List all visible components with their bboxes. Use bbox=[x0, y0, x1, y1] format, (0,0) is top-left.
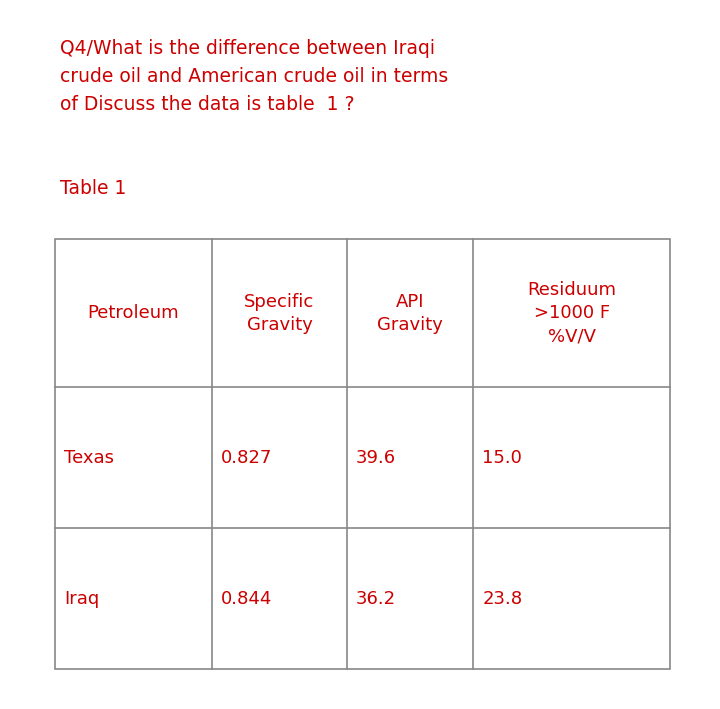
Text: Q4/What is the difference between Iraqi
crude oil and American crude oil in term: Q4/What is the difference between Iraqi … bbox=[60, 39, 449, 114]
Text: Texas: Texas bbox=[64, 449, 114, 467]
Text: Iraq: Iraq bbox=[64, 590, 99, 608]
Text: Residuum
>1000 F
%V/V: Residuum >1000 F %V/V bbox=[527, 281, 616, 345]
Text: 15.0: 15.0 bbox=[482, 449, 522, 467]
Text: 0.827: 0.827 bbox=[221, 449, 272, 467]
Text: Specific
Gravity: Specific Gravity bbox=[244, 293, 315, 334]
Text: Table 1: Table 1 bbox=[60, 179, 127, 198]
Text: 36.2: 36.2 bbox=[356, 590, 396, 608]
Bar bbox=[55, 239, 670, 669]
Text: Petroleum: Petroleum bbox=[88, 304, 179, 322]
Text: API
Gravity: API Gravity bbox=[377, 293, 443, 334]
Text: 23.8: 23.8 bbox=[482, 590, 522, 608]
Text: 39.6: 39.6 bbox=[356, 449, 396, 467]
Text: 0.844: 0.844 bbox=[221, 590, 272, 608]
